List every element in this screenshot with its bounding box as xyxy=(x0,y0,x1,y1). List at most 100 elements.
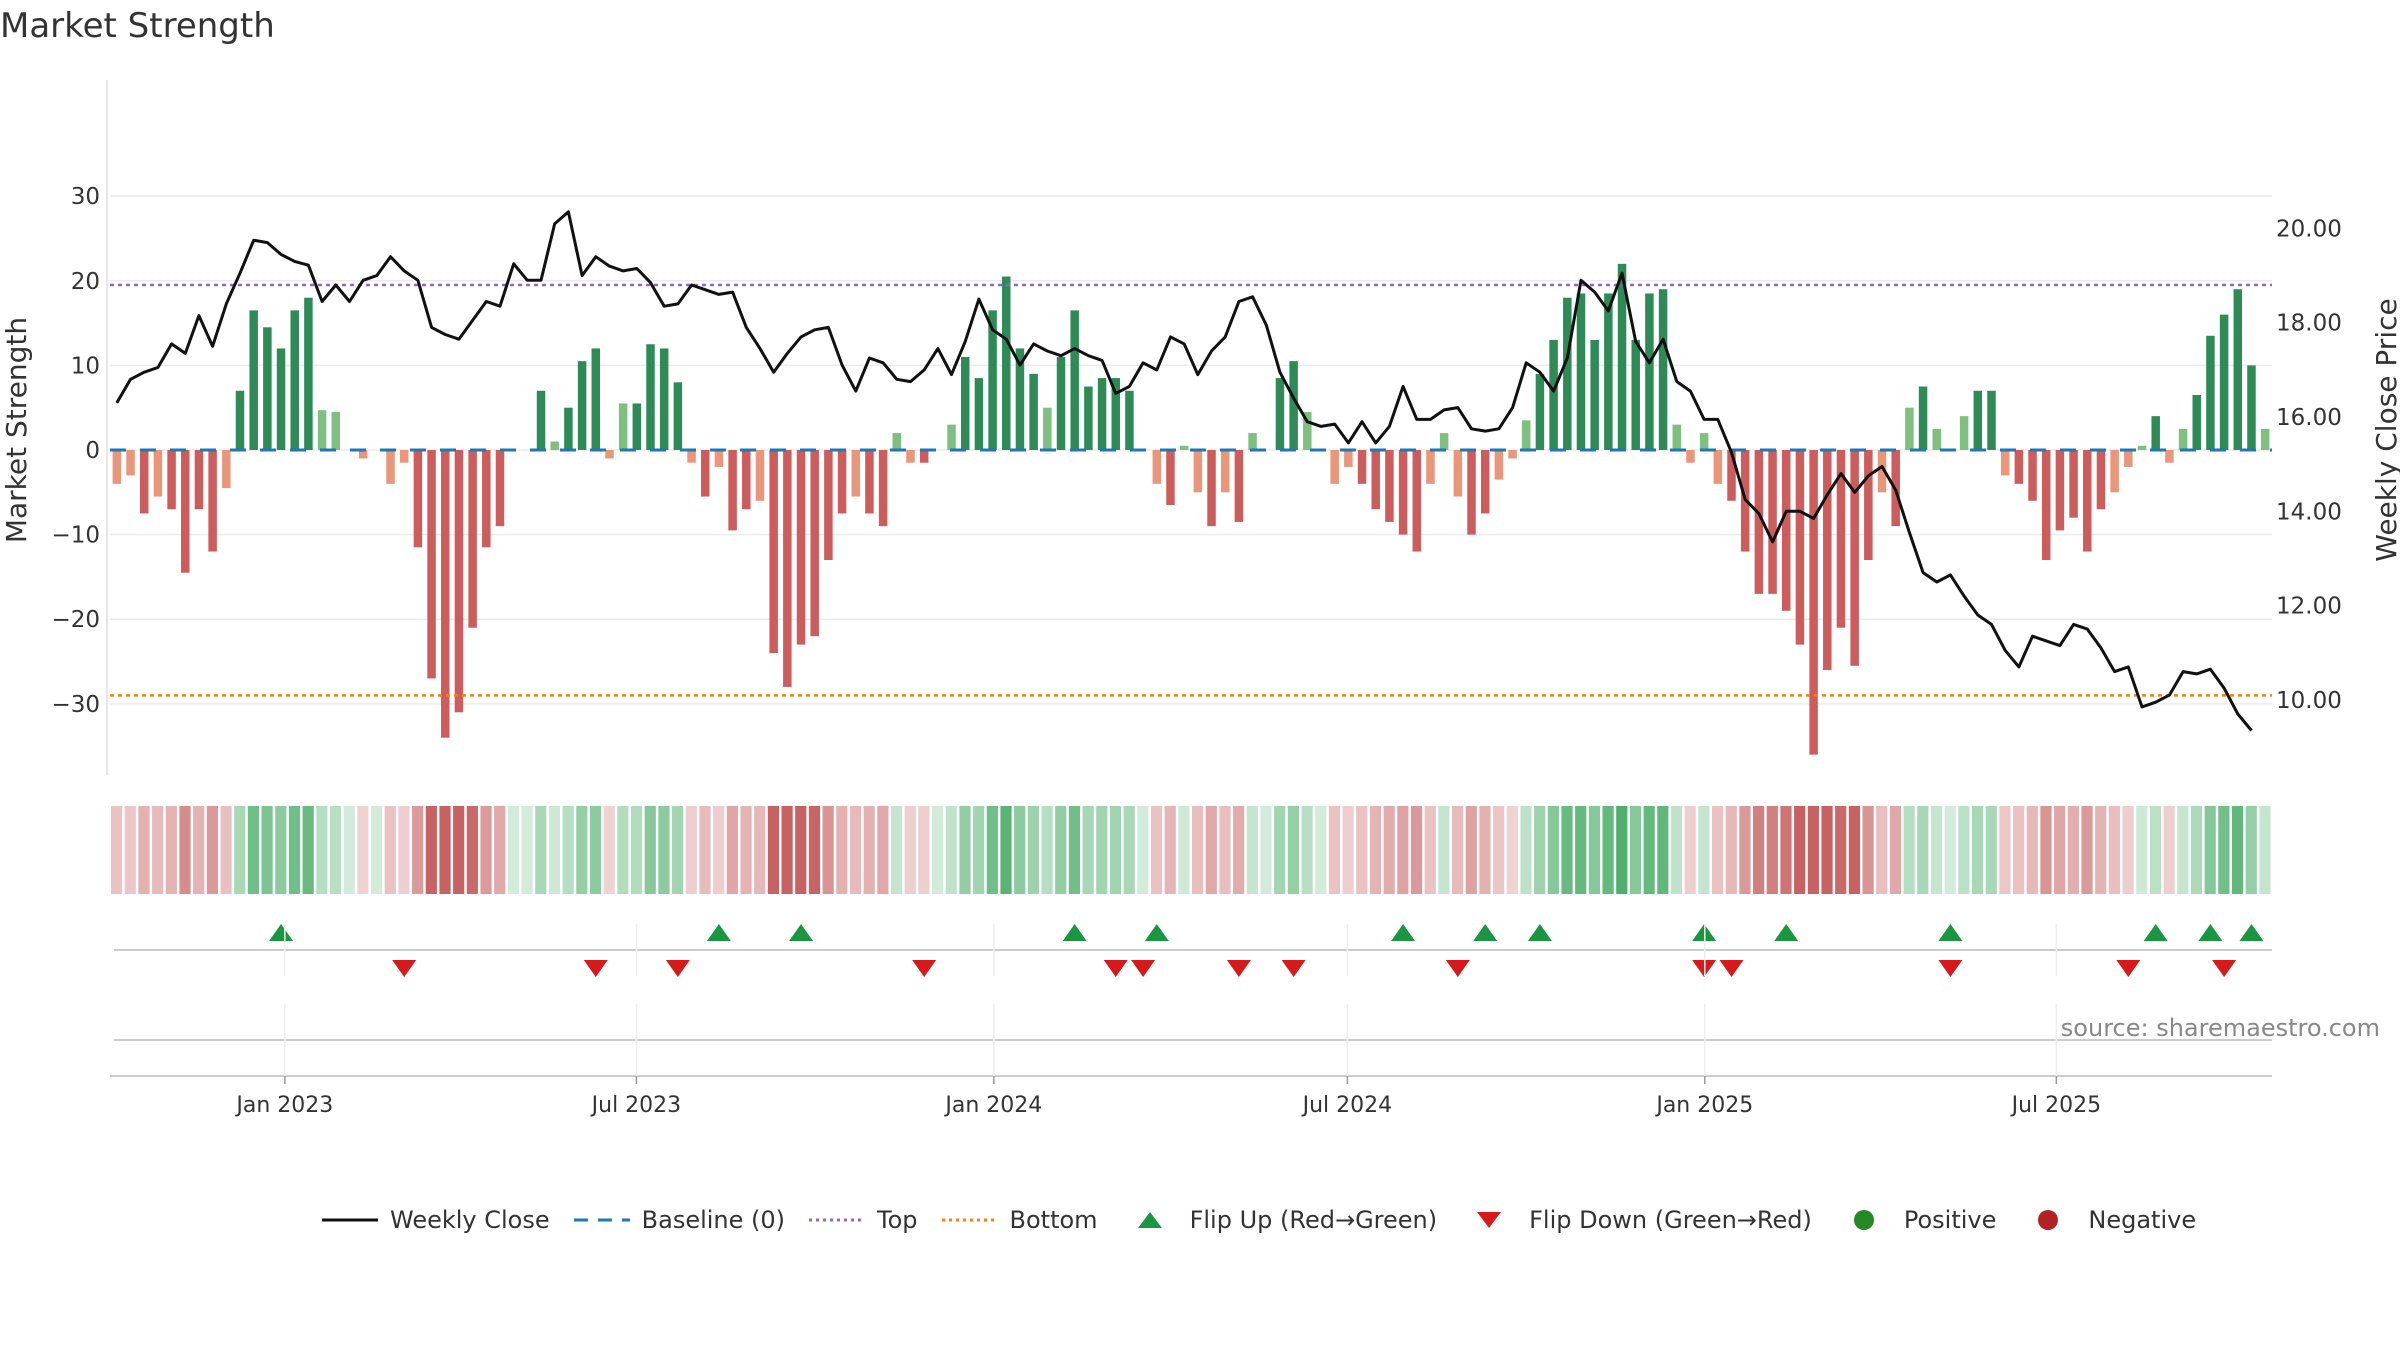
regime-cell xyxy=(1520,806,1532,894)
regime-cell xyxy=(589,806,602,894)
regime-cell xyxy=(1629,806,1642,894)
regime-cell xyxy=(795,806,807,894)
right-axis-tick-label: 20.00 xyxy=(2276,216,2342,242)
regime-cell xyxy=(2054,806,2066,894)
flip-up-marker xyxy=(1062,924,1087,941)
y-axis-label-right: Weekly Close Price xyxy=(2370,298,2400,561)
regime-cell xyxy=(1493,806,1505,894)
strength-bar xyxy=(632,403,642,450)
regime-cell xyxy=(1602,806,1614,894)
strength-bar xyxy=(2041,450,2051,560)
regime-cell xyxy=(1479,806,1491,894)
regime-cell xyxy=(1794,806,1806,894)
strength-bar xyxy=(1207,450,1216,527)
strength-bar xyxy=(742,450,751,510)
regime-cell xyxy=(247,806,260,894)
regime-cell xyxy=(165,806,177,894)
x-tick-label: Jan 2023 xyxy=(234,1093,333,1118)
regime-cell xyxy=(1917,806,1929,894)
regime-cell xyxy=(1643,806,1655,894)
regime-cell xyxy=(1807,806,1819,894)
regime-cell xyxy=(2177,806,2189,894)
regime-cell xyxy=(2259,806,2271,894)
strength-bar xyxy=(2137,445,2147,450)
regime-cell xyxy=(1000,806,1012,894)
strength-bar xyxy=(1631,340,1640,450)
flip-up-marker xyxy=(269,924,294,941)
regime-cell xyxy=(1670,806,1683,894)
strength-bar xyxy=(947,424,956,450)
strength-bar xyxy=(1480,450,1490,514)
regime-cell xyxy=(343,806,355,894)
regime-cell xyxy=(726,806,738,894)
legend-top: Top xyxy=(807,1206,918,1234)
strength-bar xyxy=(2124,450,2133,467)
regime-cell xyxy=(2190,806,2203,894)
x-tick-label: Jan 2025 xyxy=(1654,1093,1753,1118)
strength-bar xyxy=(1015,348,1025,450)
strength-bar xyxy=(1645,293,1654,450)
strength-bar xyxy=(2247,365,2256,450)
right-axis-tick-label: 12.00 xyxy=(2276,594,2342,620)
strength-bar xyxy=(1672,424,1682,450)
flip-up-marker xyxy=(2239,924,2264,941)
strength-bar xyxy=(249,310,258,450)
regime-cell xyxy=(398,806,410,894)
regime-cell xyxy=(1780,806,1792,894)
regime-cell xyxy=(1041,806,1053,894)
strength-bar xyxy=(577,361,587,450)
strength-bar xyxy=(454,450,464,713)
strength-bar xyxy=(1932,428,1941,450)
regime-cell xyxy=(1561,806,1573,894)
strength-bar xyxy=(468,450,477,628)
regime-cell xyxy=(2136,806,2148,894)
strength-bar xyxy=(2000,450,2010,476)
flip-up-marker xyxy=(2143,924,2168,941)
regime-cell xyxy=(904,806,916,894)
regime-cell xyxy=(1465,806,1477,894)
strength-bar xyxy=(304,297,313,450)
strength-bar xyxy=(851,450,860,497)
regime-cell xyxy=(1821,806,1833,894)
regime-cell xyxy=(2204,806,2216,894)
strength-bar xyxy=(1125,390,1134,450)
regime-cell xyxy=(767,806,779,894)
strength-bar xyxy=(263,327,272,450)
regime-cell xyxy=(1534,806,1546,894)
strength-bar xyxy=(1152,450,1162,484)
regime-cell xyxy=(2095,806,2107,894)
strength-bar xyxy=(1604,293,1613,450)
strength-bar xyxy=(878,450,888,527)
strength-bar xyxy=(1043,407,1052,450)
strength-bar xyxy=(2083,450,2092,552)
strength-bar xyxy=(495,450,505,527)
regime-cell xyxy=(1219,806,1231,894)
regime-cell xyxy=(754,806,766,894)
strength-bar xyxy=(1166,450,1175,505)
legend-label: Negative xyxy=(2088,1206,2197,1234)
strength-bar xyxy=(1576,293,1586,450)
strength-bar xyxy=(317,410,327,450)
strength-bar xyxy=(1097,378,1107,450)
strength-bar xyxy=(1385,450,1394,522)
strength-bar xyxy=(2233,289,2243,450)
regime-cell xyxy=(412,806,424,894)
regime-cell xyxy=(425,806,437,894)
strength-bar xyxy=(714,450,724,467)
flip-down-marker xyxy=(912,960,937,977)
regime-cell xyxy=(1027,806,1039,894)
strength-bar xyxy=(1781,450,1791,611)
regime-cell xyxy=(836,806,848,894)
strength-bar xyxy=(126,450,135,476)
strength-bar xyxy=(1877,450,1887,493)
legend-baseline: Baseline (0) xyxy=(572,1206,785,1234)
regime-cell xyxy=(2218,806,2230,894)
regime-cell xyxy=(2231,806,2244,894)
flip-down-marker xyxy=(2212,960,2237,977)
regime-cell xyxy=(1109,806,1122,894)
strength-bar xyxy=(536,390,546,450)
right-axis-tick-label: 18.00 xyxy=(2276,311,2342,337)
regime-cell xyxy=(1575,806,1587,894)
regime-cell xyxy=(617,806,629,894)
strength-bar xyxy=(1002,276,1011,450)
